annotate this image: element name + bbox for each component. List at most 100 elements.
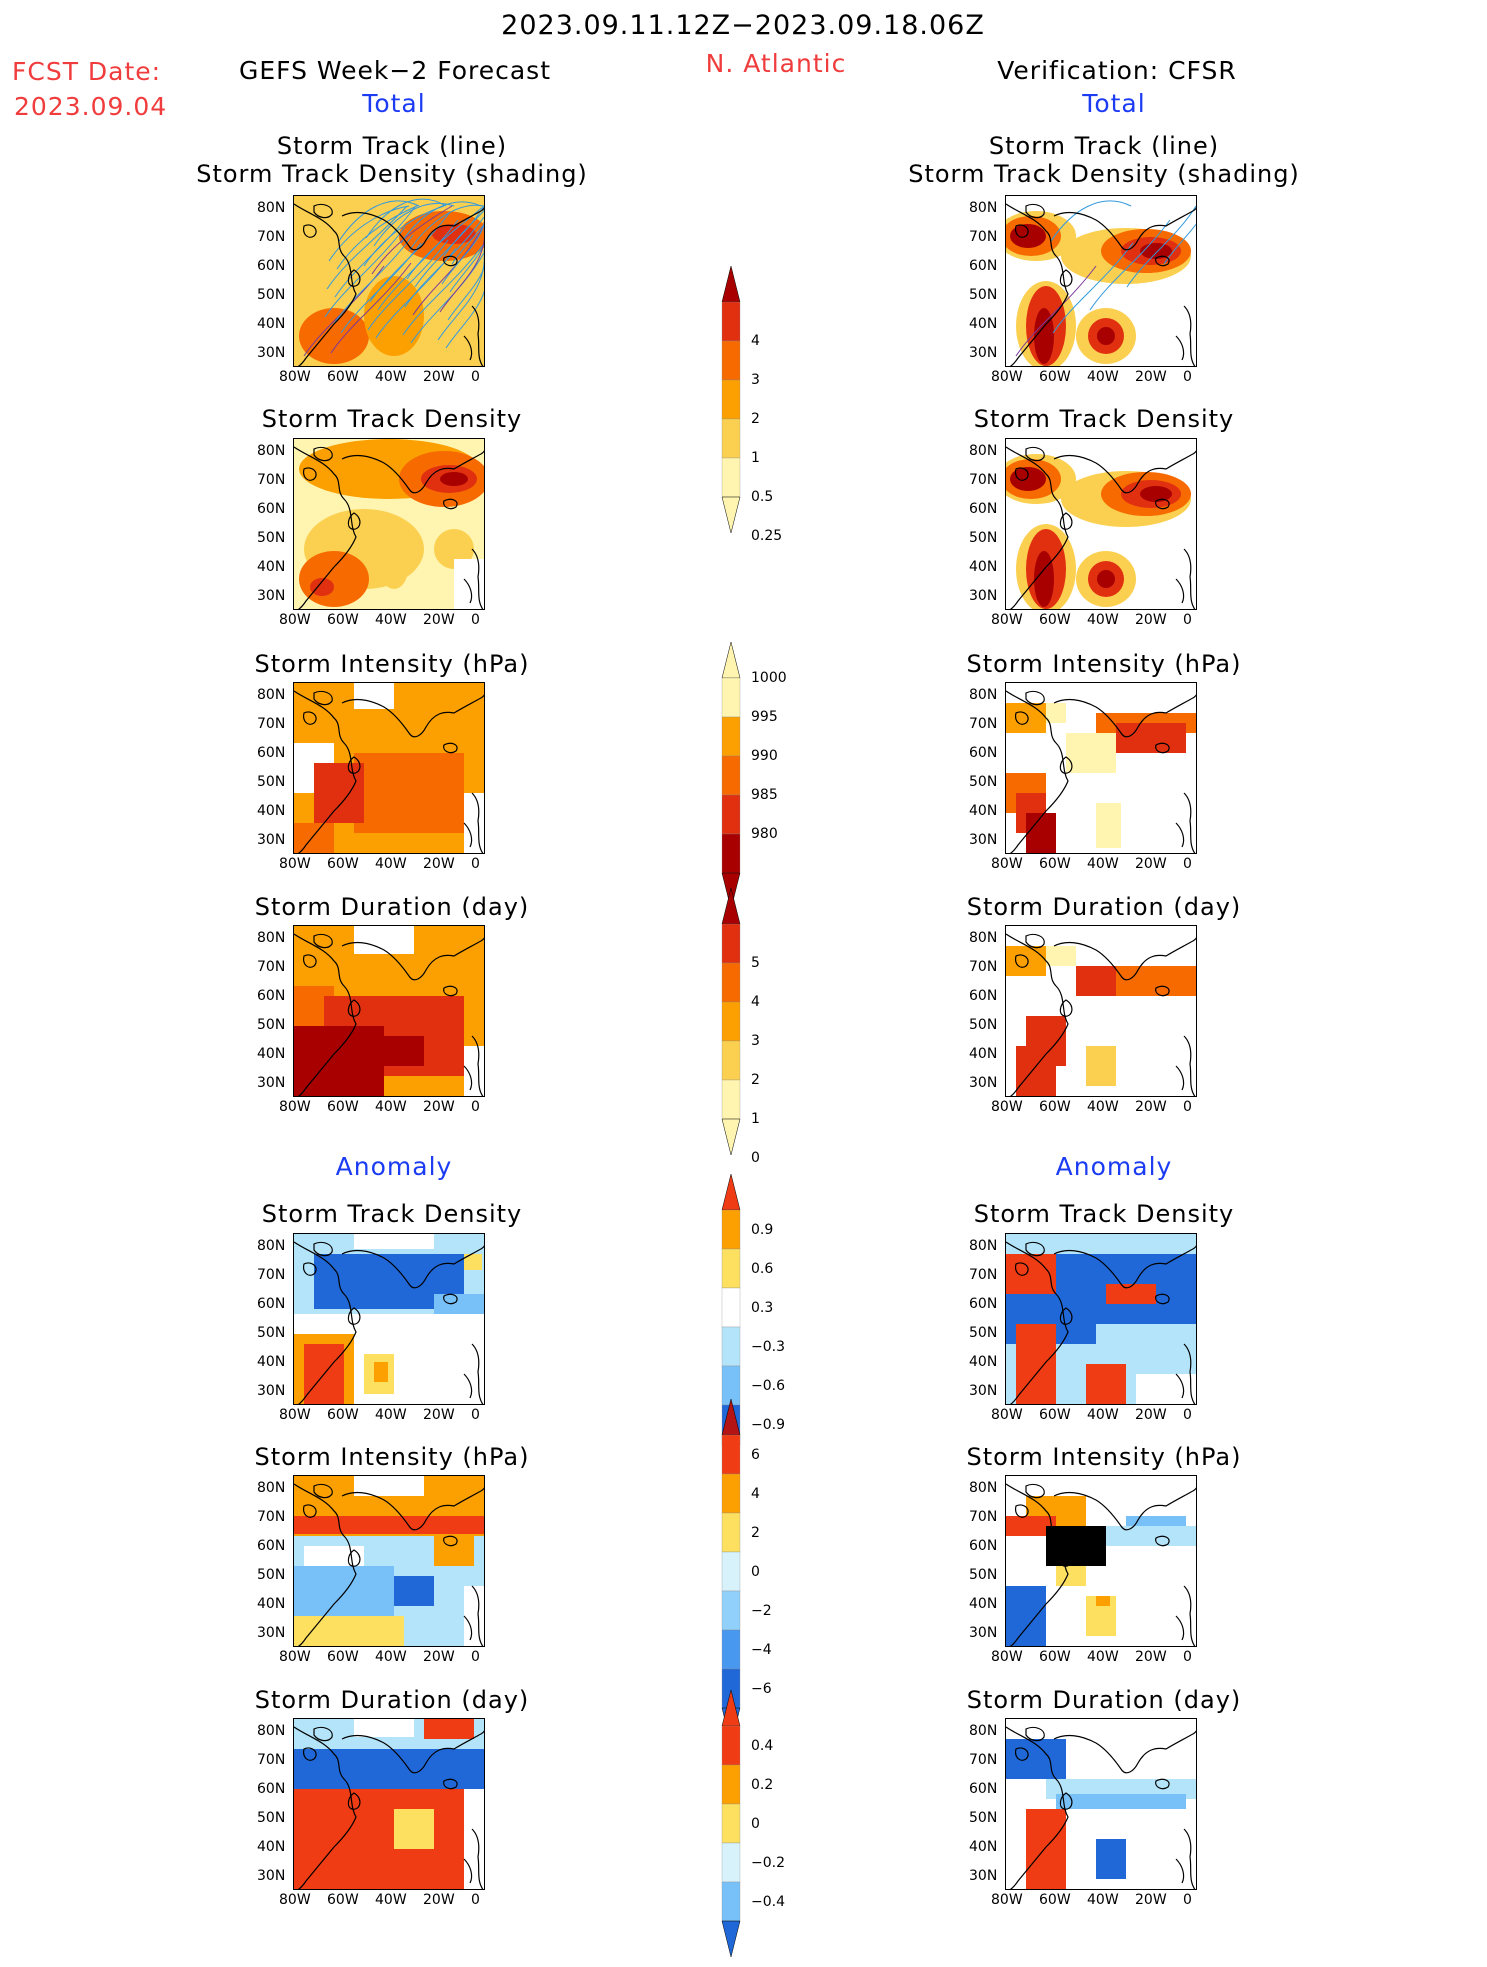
colorbar-label: −0.9 xyxy=(751,1416,785,1433)
colorbar-segment xyxy=(721,1842,741,1883)
shaded-cell xyxy=(1026,1809,1066,1889)
lat-tick-label: 40N xyxy=(969,559,998,575)
lat-tick-label: 30N xyxy=(969,345,998,361)
lat-tick-label: 30N xyxy=(969,1625,998,1641)
lon-tick-label: 0 xyxy=(471,1892,480,1908)
map-panel-L-duration xyxy=(293,925,485,1097)
shaded-cell xyxy=(299,308,369,364)
lat-tick-label: 80N xyxy=(257,687,286,703)
coastline xyxy=(294,203,484,366)
lon-tick-label: 60W xyxy=(327,612,359,628)
coastline xyxy=(294,446,484,609)
lat-tick-label: 70N xyxy=(257,229,286,245)
lat-tick-label: 40N xyxy=(969,1354,998,1370)
map-panel-L-density xyxy=(293,438,485,610)
colorbar-label: 0 xyxy=(751,1150,760,1166)
lon-tick-label: 60W xyxy=(327,1892,359,1908)
lon-tick-label: 40W xyxy=(375,856,407,872)
lon-tick-label: 0 xyxy=(471,369,480,385)
lat-tick-label: 70N xyxy=(969,1752,998,1768)
lat-tick-label: 60N xyxy=(969,988,998,1004)
lon-tick-label: 40W xyxy=(375,1892,407,1908)
shaded-cell xyxy=(1016,1324,1056,1404)
shaded-cell xyxy=(1046,946,1076,966)
panel-title: Storm Track Density xyxy=(261,1200,523,1228)
lat-tick-label: 40N xyxy=(969,316,998,332)
lat-tick-label: 50N xyxy=(257,1810,286,1826)
lon-tick-label: 40W xyxy=(375,1407,407,1423)
shaded-cell xyxy=(1006,1739,1066,1779)
lat-tick-label: 70N xyxy=(969,716,998,732)
colorbar-label: 0.2 xyxy=(751,1776,774,1793)
colorbar-intensity-total xyxy=(717,640,745,919)
colorbar-label: 990 xyxy=(751,748,778,764)
panel-title: Storm Track Density (shading) xyxy=(908,160,1300,188)
shaded-cell xyxy=(1116,723,1186,753)
lat-tick-label: 70N xyxy=(257,1752,286,1768)
colorbar-label: −0.6 xyxy=(751,1377,785,1394)
lon-tick-label: 0 xyxy=(1183,1649,1192,1665)
colorbar-segment xyxy=(721,1725,741,1766)
lon-tick-label: 60W xyxy=(327,1407,359,1423)
colorbar-segment xyxy=(721,1248,741,1289)
colorbar-segment xyxy=(721,1079,741,1120)
shaded-cell xyxy=(380,549,408,589)
map-panel-L-a_duration xyxy=(293,1718,485,1890)
map-panel-R-a_density xyxy=(1005,1233,1197,1405)
shaded-cell xyxy=(394,1809,434,1849)
lon-tick-label: 80W xyxy=(279,1407,311,1423)
lon-tick-label: 0 xyxy=(1183,856,1192,872)
lat-tick-label: 60N xyxy=(257,501,286,517)
colorbar-segment xyxy=(721,833,741,874)
lat-tick-label: 60N xyxy=(969,501,998,517)
panel-title: Storm Intensity (hPa) xyxy=(966,1443,1242,1471)
lat-tick-label: 30N xyxy=(257,1868,286,1884)
colorbar-segment xyxy=(721,340,741,381)
map-panel-R-a_duration xyxy=(1005,1718,1197,1890)
lon-tick-label: 20W xyxy=(1135,1649,1167,1665)
colorbar-label: 2 xyxy=(751,411,760,427)
lon-tick-label: 40W xyxy=(1087,1407,1119,1423)
shaded-cell xyxy=(1016,1046,1056,1096)
coastline xyxy=(1006,1726,1196,1889)
lon-tick-label: 20W xyxy=(423,1407,455,1423)
lat-tick-label: 60N xyxy=(969,1538,998,1554)
lat-tick-label: 50N xyxy=(969,1567,998,1583)
panel-title: Storm Track (line) xyxy=(276,132,508,160)
shaded-cell xyxy=(1136,1374,1196,1404)
lon-tick-label: 40W xyxy=(1087,1649,1119,1665)
shaded-cell xyxy=(434,1536,474,1566)
storm-track-lines xyxy=(1015,200,1196,357)
panel-title: Storm Track Density (shading) xyxy=(196,160,588,188)
coastline xyxy=(1006,690,1196,853)
lon-tick-label: 60W xyxy=(1039,369,1071,385)
colorbar-duration-anom xyxy=(717,1688,745,1967)
shaded-cell xyxy=(310,578,334,596)
shaded-cell xyxy=(434,1294,484,1314)
lat-tick-label: 80N xyxy=(257,200,286,216)
lat-tick-label: 50N xyxy=(969,1325,998,1341)
panel-title: Storm Track Density xyxy=(261,405,523,433)
lat-tick-label: 30N xyxy=(257,588,286,604)
lon-tick-label: 60W xyxy=(1039,1407,1071,1423)
colorbar-segment xyxy=(721,1512,741,1553)
lon-tick-label: 0 xyxy=(1183,1407,1192,1423)
colorbar-segment xyxy=(721,755,741,796)
lat-tick-label: 60N xyxy=(969,1781,998,1797)
shaded-cell xyxy=(1096,1839,1126,1879)
lon-tick-label: 20W xyxy=(423,1892,455,1908)
colorbar-segment xyxy=(721,923,741,964)
shaded-cell xyxy=(1034,551,1054,607)
lat-tick-label: 30N xyxy=(969,1075,998,1091)
shaded-cell xyxy=(354,683,394,709)
lon-tick-label: 20W xyxy=(1135,612,1167,628)
lat-tick-label: 60N xyxy=(257,258,286,274)
map-panel-L-a_density xyxy=(293,1233,485,1405)
shaded-cell xyxy=(294,823,334,853)
lat-tick-label: 80N xyxy=(257,1723,286,1739)
shaded-cell xyxy=(354,1476,424,1496)
shaded-cell xyxy=(1046,703,1066,723)
shaded-cell xyxy=(1034,308,1054,364)
lon-tick-label: 0 xyxy=(471,612,480,628)
lon-tick-label: 60W xyxy=(327,1649,359,1665)
